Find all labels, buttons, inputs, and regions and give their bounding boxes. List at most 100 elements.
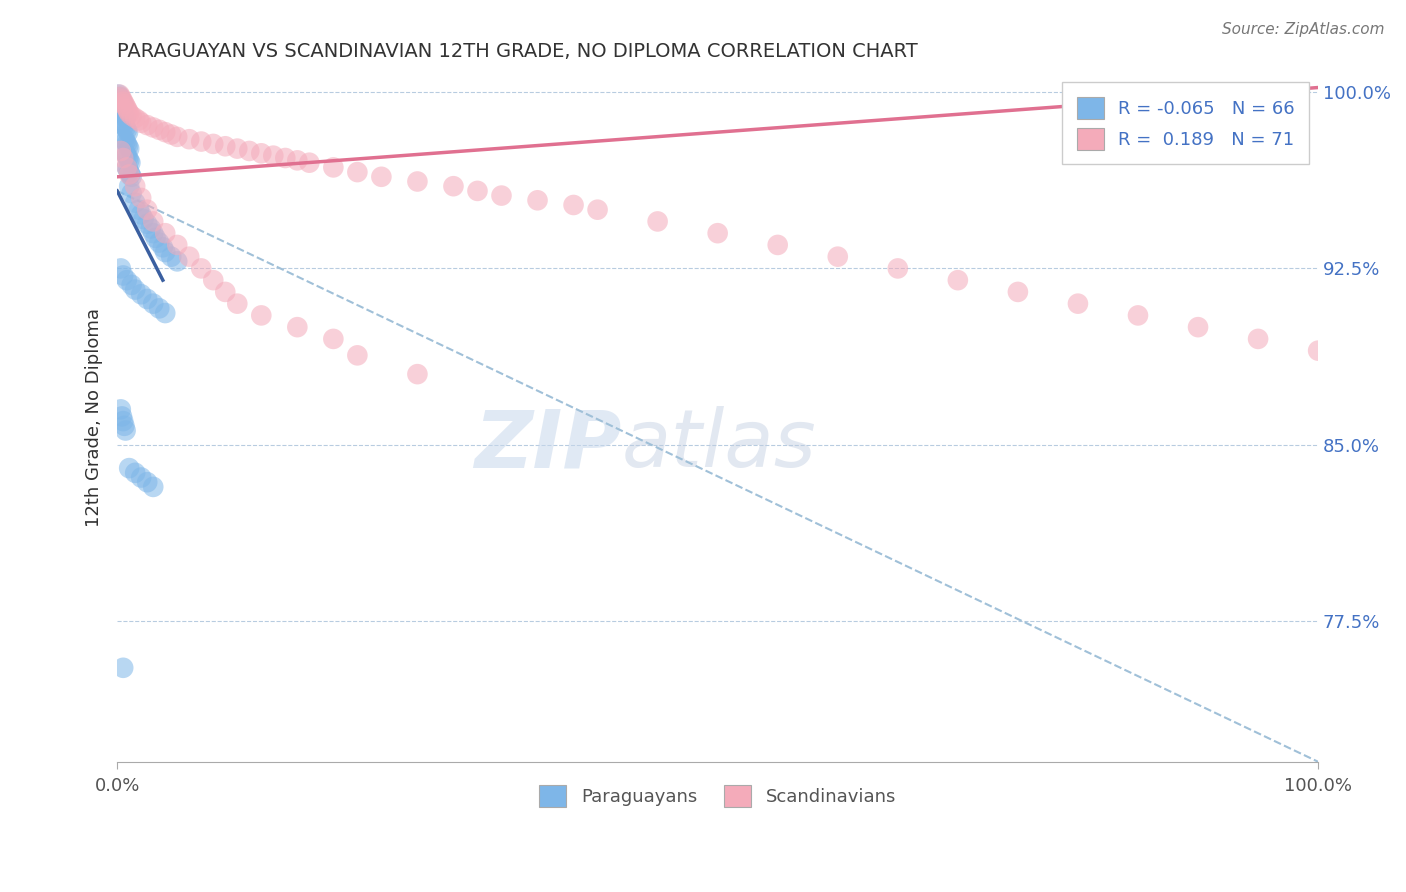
Point	[250, 146, 273, 161]
Point	[110, 92, 132, 106]
Point	[148, 301, 170, 316]
Point	[322, 332, 344, 346]
Point	[142, 120, 165, 135]
Point	[114, 99, 136, 113]
Point	[112, 97, 135, 112]
Point	[214, 285, 236, 299]
Legend: Paraguayans, Scandinavians: Paraguayans, Scandinavians	[531, 778, 903, 814]
Point	[148, 235, 170, 250]
Point	[112, 268, 135, 283]
Point	[117, 125, 139, 139]
Point	[136, 217, 159, 231]
Point	[285, 153, 308, 168]
Point	[647, 214, 669, 228]
Point	[214, 139, 236, 153]
Point	[346, 165, 368, 179]
Point	[110, 402, 132, 417]
Point	[370, 169, 392, 184]
Point	[129, 207, 152, 221]
Point	[1308, 343, 1330, 358]
Point	[120, 168, 142, 182]
Point	[129, 116, 152, 130]
Point	[202, 136, 225, 151]
Point	[827, 250, 849, 264]
Point	[155, 306, 177, 320]
Point	[114, 146, 136, 161]
Point	[142, 480, 165, 494]
Point	[946, 273, 969, 287]
Point	[115, 273, 138, 287]
Point	[128, 113, 150, 128]
Point	[190, 261, 212, 276]
Y-axis label: 12th Grade, No Diploma: 12th Grade, No Diploma	[86, 308, 103, 527]
Point	[121, 109, 143, 123]
Point	[406, 174, 429, 188]
Point	[145, 231, 167, 245]
Point	[467, 184, 489, 198]
Point	[155, 226, 177, 240]
Point	[112, 109, 135, 123]
Point	[132, 212, 155, 227]
Point	[142, 226, 165, 240]
Point	[114, 135, 136, 149]
Point	[285, 320, 308, 334]
Point	[155, 244, 177, 259]
Point	[1067, 296, 1090, 310]
Point	[115, 102, 138, 116]
Point	[129, 470, 152, 484]
Point	[115, 161, 138, 175]
Point	[112, 118, 135, 132]
Point	[121, 186, 143, 201]
Point	[118, 106, 141, 120]
Point	[586, 202, 609, 217]
Point	[136, 292, 159, 306]
Point	[706, 226, 728, 240]
Point	[112, 661, 135, 675]
Point	[887, 261, 910, 276]
Point	[110, 102, 132, 116]
Point	[115, 123, 138, 137]
Point	[124, 466, 146, 480]
Point	[112, 132, 135, 146]
Point	[1247, 332, 1270, 346]
Point	[274, 151, 297, 165]
Point	[115, 148, 138, 162]
Point	[250, 309, 273, 323]
Point	[128, 202, 150, 217]
Point	[112, 418, 135, 433]
Point	[136, 202, 159, 217]
Point	[142, 296, 165, 310]
Point	[766, 238, 789, 252]
Point	[107, 87, 129, 102]
Point	[166, 254, 188, 268]
Point	[443, 179, 465, 194]
Point	[111, 409, 134, 424]
Point	[111, 103, 134, 118]
Point	[526, 194, 548, 208]
Point	[562, 198, 585, 212]
Point	[121, 169, 143, 184]
Point	[148, 123, 170, 137]
Point	[110, 90, 132, 104]
Point	[346, 348, 368, 362]
Point	[226, 142, 249, 156]
Point	[1126, 309, 1149, 323]
Text: PARAGUAYAN VS SCANDINAVIAN 12TH GRADE, NO DIPLOMA CORRELATION CHART: PARAGUAYAN VS SCANDINAVIAN 12TH GRADE, N…	[117, 42, 918, 61]
Point	[298, 155, 321, 169]
Point	[121, 277, 143, 292]
Point	[166, 129, 188, 144]
Point	[129, 191, 152, 205]
Point	[118, 179, 141, 194]
Point	[112, 414, 135, 428]
Point	[118, 153, 141, 168]
Point	[262, 148, 284, 162]
Point	[238, 144, 260, 158]
Point	[152, 240, 174, 254]
Point	[117, 139, 139, 153]
Point	[226, 296, 249, 310]
Point	[112, 106, 135, 120]
Point	[114, 120, 136, 135]
Point	[112, 97, 135, 112]
Point	[118, 142, 141, 156]
Point	[190, 135, 212, 149]
